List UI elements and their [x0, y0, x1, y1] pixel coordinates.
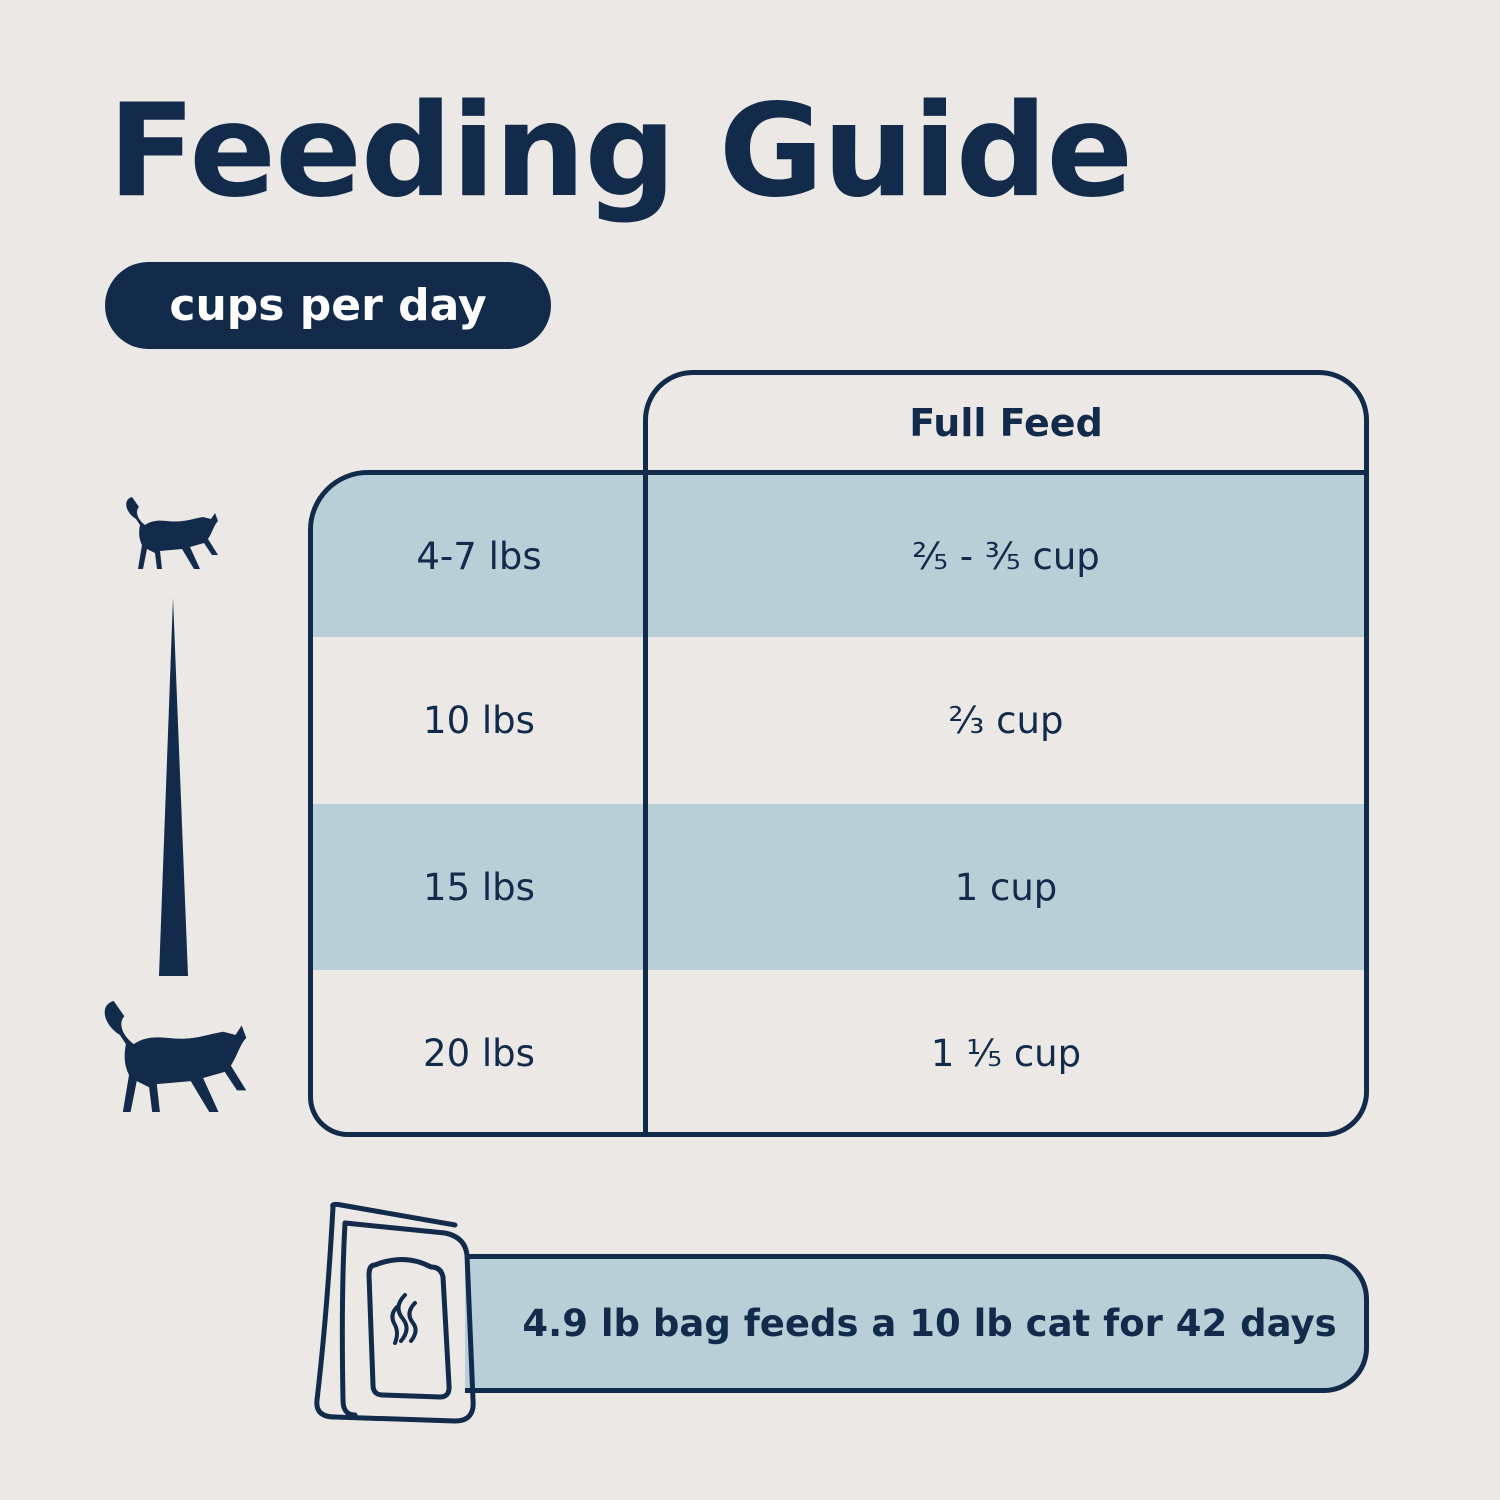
page-title: Feeding Guide	[108, 77, 1133, 226]
amount-cell: 1 cup	[648, 804, 1364, 970]
weight-cell: 10 lbs	[423, 699, 535, 742]
column-header: Full Feed	[648, 375, 1364, 475]
unit-badge: cups per day	[105, 262, 551, 349]
large-cat-icon	[104, 1000, 247, 1112]
amount-cell: ²⁄₅ - ³⁄₅ cup	[648, 475, 1364, 637]
food-bag-icon	[314, 1201, 476, 1424]
weight-cell: 20 lbs	[423, 1032, 535, 1075]
weight-column: 4-7 lbs 10 lbs 15 lbs 20 lbs	[308, 470, 645, 1137]
weight-scale-wedge-icon	[159, 598, 188, 976]
amount-cell: 1 ¹⁄₅ cup	[930, 1032, 1082, 1075]
amount-cell: ²⁄₃ cup	[948, 699, 1064, 742]
weight-cell: 15 lbs	[313, 804, 645, 970]
footer-note: 4.9 lb bag feeds a 10 lb cat for 42 days	[465, 1254, 1369, 1393]
weight-cell: 4-7 lbs	[313, 475, 645, 637]
small-cat-icon	[126, 497, 218, 569]
full-feed-column: Full Feed ²⁄₅ - ³⁄₅ cup ²⁄₃ cup 1 cup 1 …	[643, 370, 1369, 1137]
